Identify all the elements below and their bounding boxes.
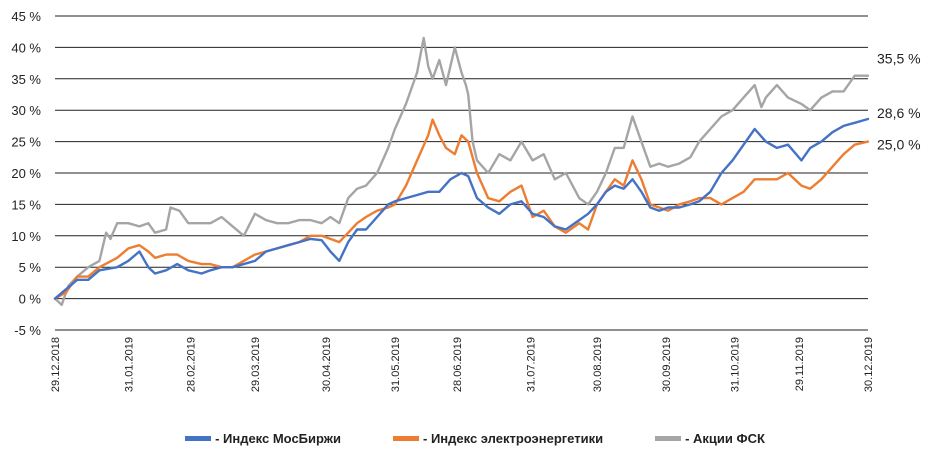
x-tick-label-11: 29.11.2019 [794,337,806,391]
x-tick-label-10: 31.10.2019 [730,337,742,392]
end-label-0: 28,6 % [877,105,921,121]
x-tick-label-1: 31.01.2019 [123,337,135,392]
legend: - Индекс МосБиржи - Индекс электроэнерге… [0,426,950,450]
y-tick-label-1: 0 % [19,292,42,307]
legend-item-moex: - Индекс МосБиржи [185,431,341,446]
x-axis-tick-labels: 29.12.2018 31.01.2019 28.02.2019 29.03.2019… [50,337,875,392]
x-tick-label-12: 30.12.2019 [863,337,875,392]
legend-label-power-index: - Индекс электроэнергетики [423,430,604,446]
y-tick-label-7: 30 % [11,103,41,118]
x-tick-label-5: 31.05.2019 [390,337,402,392]
series-line-1 [53,118,870,300]
series-lines [53,36,870,307]
x-tick-label-7: 31.07.2019 [525,337,537,392]
x-tick-label-2: 28.02.2019 [186,337,198,392]
y-axis-tick-labels: -5 % 0 % 5 % 10 % 15 % 20 % 25 % 30 % 35 % 40 % 45… [11,9,41,338]
legend-item-power-index: - Индекс электроэнергетики [393,431,603,446]
y-tick-label-0: -5 % [14,323,41,338]
y-tick-label-10: 45 % [11,9,41,24]
y-tick-label-8: 35 % [11,72,41,87]
end-label-1: 25,0 % [877,137,921,153]
legend-item-fsk: - Акции ФСК [655,431,765,446]
x-tick-label-3: 29.03.2019 [250,337,262,392]
x-tick-label-9: 30.09.2019 [661,337,673,392]
end-value-labels: 35,5 % 28,6 % 25,0 % [877,51,921,153]
legend-label-fsk: - Акции ФСК [685,430,765,446]
y-tick-label-6: 25 % [11,135,41,150]
legend-label-moex: - Индекс МосБиржи [215,430,341,446]
y-tick-label-5: 20 % [11,166,41,181]
legend-swatch-power-index [393,435,419,441]
x-tick-label-8: 30.08.2019 [592,337,604,392]
x-tick-label-0: 29.12.2018 [50,337,62,392]
line-chart: -5 % 0 % 5 % 10 % 15 % 20 % 25 % 30 % 35 % 40 % 45… [11,9,921,392]
y-tick-label-4: 15 % [11,197,41,212]
series-line-0 [53,117,870,300]
y-tick-label-3: 10 % [11,229,41,244]
y-tick-label-9: 40 % [11,40,41,55]
y-tick-label-2: 5 % [19,260,42,275]
x-tick-label-6: 28.06.2019 [452,337,464,392]
legend-swatch-moex [185,435,212,441]
end-label-2: 35,5 % [877,51,921,67]
series-line-2 [53,36,870,307]
legend-swatch-fsk [655,435,682,441]
x-tick-label-4: 30.04.2019 [321,337,333,392]
